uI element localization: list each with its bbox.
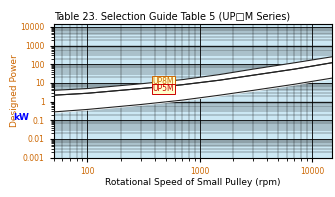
Y-axis label: Designed Power: Designed Power: [10, 54, 19, 127]
Text: UP5M: UP5M: [152, 85, 174, 93]
Text: kW: kW: [13, 113, 29, 122]
Text: Table 23. Selection Guide Table 5 (UP□M Series): Table 23. Selection Guide Table 5 (UP□M …: [54, 11, 290, 21]
Text: UP8M: UP8M: [152, 77, 174, 86]
X-axis label: Rotational Speed of Small Pulley (rpm): Rotational Speed of Small Pulley (rpm): [105, 178, 280, 187]
